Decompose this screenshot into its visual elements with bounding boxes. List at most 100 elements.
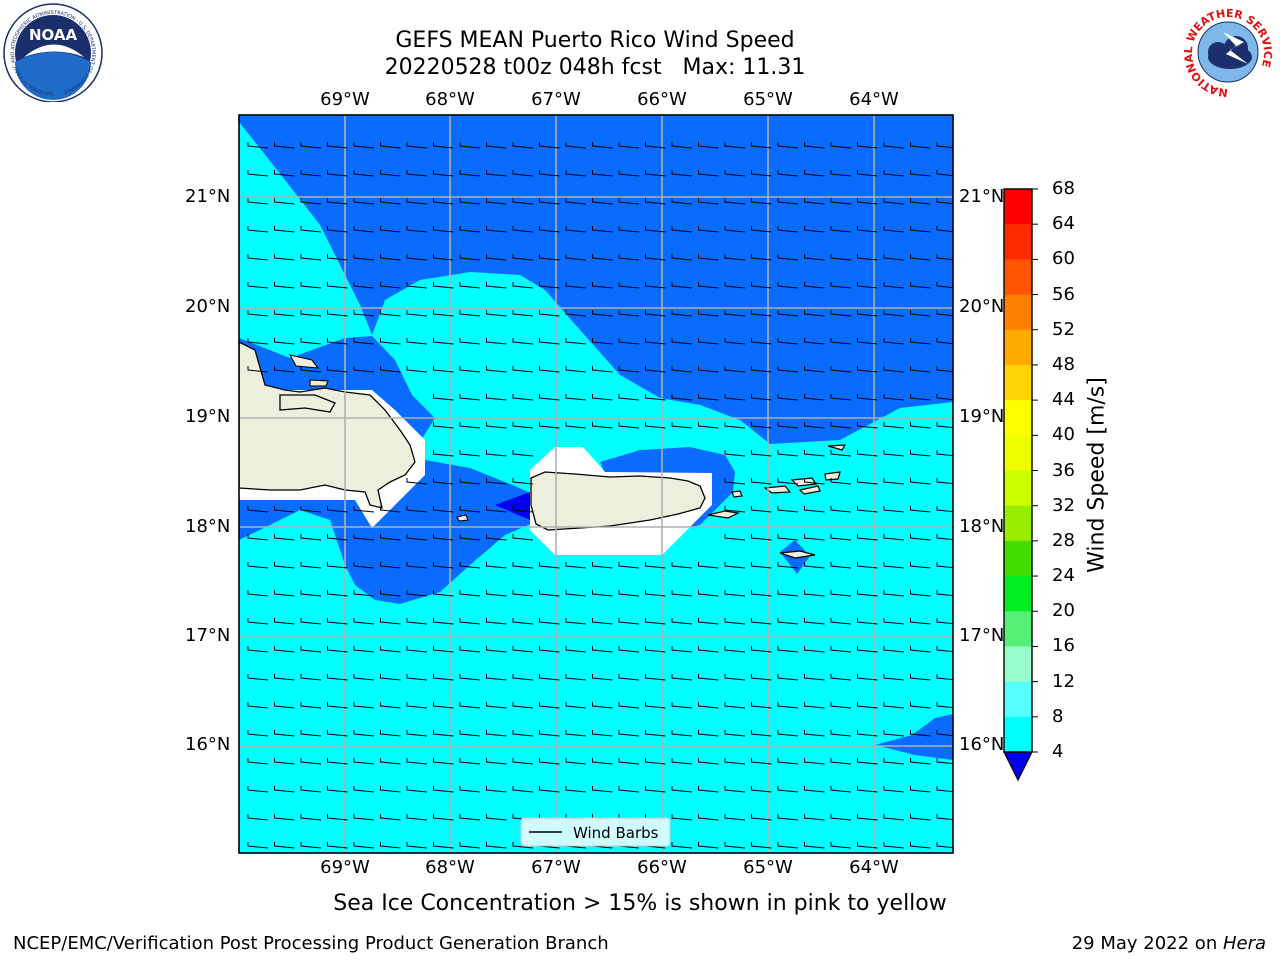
wind-barb [751,758,772,765]
wind-barb [433,786,454,793]
wind-barb [592,338,613,345]
wind-barb [751,450,772,457]
wind-barb [486,590,507,597]
wind-barb [910,590,931,597]
wind-barb [857,310,878,317]
wind-barb [910,618,931,625]
wind-barb [592,618,613,625]
wind-barb [751,254,772,261]
wind-barb [830,646,852,653]
wind-band-4-8-southeast [875,714,953,760]
wind-barb [539,590,560,597]
wind-barb [353,226,375,233]
wind-barb [592,562,613,569]
wind-barb [274,590,295,597]
wind-barb [353,842,375,849]
wind-barb [539,422,560,429]
wind-barb [671,254,693,261]
colorbar-tick-label: 32 [1052,494,1075,516]
wind-barb [857,674,878,681]
wind-barb [247,702,269,709]
wind-barb [274,702,295,709]
wind-barb [274,618,295,625]
colorbar-tick-label: 60 [1052,248,1075,270]
wind-barb [433,422,454,429]
wind-barb [459,366,481,373]
wind-barb [645,394,666,401]
wind-barb [380,758,401,765]
wind-barb [247,198,269,205]
wind-barb [910,450,931,457]
wind-barb [565,226,587,233]
wind-barb [830,142,852,149]
wind-barb [910,282,931,289]
colorbar-segment [1004,470,1032,507]
wind-barb [380,198,401,205]
colorbar-segments [1004,189,1032,753]
wind-barb [486,534,507,541]
wind-barb [247,254,269,261]
wind-barb [804,590,825,597]
wind-barb [724,394,746,401]
wind-barb [857,702,878,709]
wind-barb [592,646,613,653]
wind-barb [565,394,587,401]
wind-barb [910,338,931,345]
wind-barb [353,590,375,597]
wind-barb [671,170,693,177]
wind-barb [459,758,481,765]
wind-barb [883,786,905,793]
wind-barb [486,506,507,513]
wind-barb [910,562,931,569]
wind-barb [830,842,852,849]
wind-barb [645,142,666,149]
wind-barb [327,842,348,849]
wind-barb [353,254,375,261]
wind-barb [857,478,878,485]
wind-barb [671,226,693,233]
wind-barb [433,730,454,737]
wind-barb [353,338,375,345]
wind-barb [698,142,719,149]
wind-barb [724,282,746,289]
wind-barb [380,618,401,625]
wind-barb [380,590,401,597]
wind-barb [300,562,322,569]
wind-barb [539,618,560,625]
lon-label-bottom: 65°W [743,857,793,878]
legend-label: Wind Barbs [573,824,659,842]
wind-barb [645,422,666,429]
lon-label-top: 69°W [320,89,370,110]
wind-barb [565,142,587,149]
wind-barb [539,310,560,317]
wind-barb [857,170,878,177]
wind-barb [910,730,931,737]
wind-barb [857,646,878,653]
wind-barb [274,226,295,233]
wind-barb [645,646,666,653]
wind-barb [830,814,852,821]
wind-barb [830,674,852,681]
wind-barb [486,562,507,569]
wind-barb [380,366,401,373]
wind-barb [459,534,481,541]
wind-barb [592,758,613,765]
land-st-croix [779,550,816,559]
wind-barb [327,254,348,261]
wind-barb [936,422,953,429]
wind-barb [618,394,640,401]
wind-barb [883,758,905,765]
wind-barb [777,310,799,317]
wind-barb [327,170,348,177]
wind-barb [247,814,269,821]
wind-barb [883,170,905,177]
wind-barb [247,842,269,849]
lat-label-right: 16°N [959,734,1005,755]
wind-barb [645,562,666,569]
wind-barb [353,142,375,149]
wind-barb [539,338,560,345]
wind-barb [804,282,825,289]
wind-barb [936,310,953,317]
wind-barb [777,590,799,597]
